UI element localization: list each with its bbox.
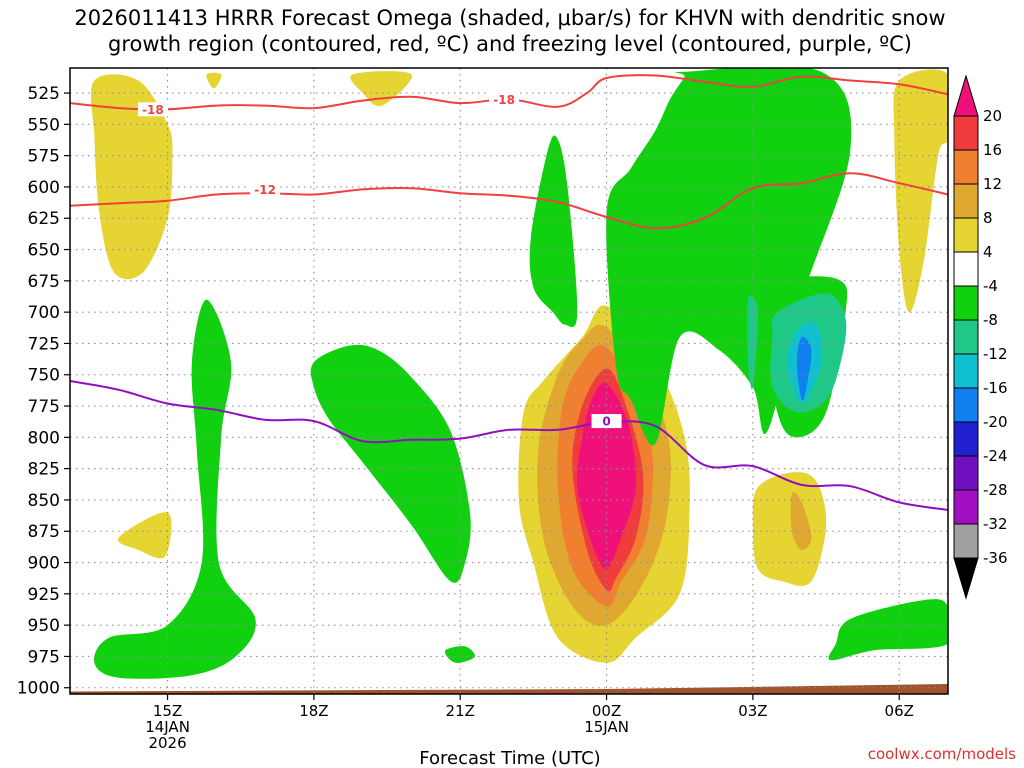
colorbar-bin-1	[953, 115, 979, 151]
x-axis-label: Forecast Time (UTC)	[419, 748, 600, 768]
ytick-label-725: 725	[28, 334, 60, 354]
xtick-label-00Z-0: 00Z	[592, 702, 621, 720]
colorbar-bin-6	[953, 285, 979, 321]
contour-0	[70, 74, 948, 111]
ytick-label-900: 900	[28, 554, 60, 574]
ytick-label-600: 600	[28, 178, 60, 198]
xtick-label-06Z-0: 06Z	[885, 702, 914, 720]
credit-link[interactable]: coolwx.com/models	[868, 745, 1016, 763]
colorbar-label-3: 8	[983, 209, 993, 227]
xtick-label-15Z-1: 14JAN	[145, 718, 190, 736]
colorbar-label-6: -8	[983, 311, 998, 329]
ytick-label-975: 975	[28, 647, 60, 667]
xtick-label-03Z-0: 03Z	[738, 702, 767, 720]
downward-motion-mid-column	[529, 135, 578, 328]
ground-surface	[70, 684, 948, 694]
ytick-label-525: 525	[28, 84, 60, 104]
colorbar-label-10: -24	[983, 447, 1008, 465]
ytick-label-875: 875	[28, 522, 60, 542]
upward-motion-main-20	[576, 382, 637, 569]
ytick-label-675: 675	[28, 272, 60, 292]
contour-1	[70, 172, 948, 230]
ytick-label-775: 775	[28, 397, 60, 417]
contour-label-bg-2-0	[591, 414, 622, 429]
ytick-label-1000: 1000	[17, 679, 60, 699]
colorbar-label-7: -12	[983, 345, 1008, 363]
colorbar-bin-2	[953, 149, 979, 185]
colorbar-label-5: -4	[983, 277, 998, 295]
contour-label-1-0: -12	[254, 183, 276, 197]
upward-motion-top-right	[893, 69, 948, 313]
upward-motion-right-small	[752, 472, 827, 586]
plot-frame	[69, 67, 949, 695]
ytick-label-925: 925	[28, 585, 60, 605]
upward-motion-left-small	[117, 512, 172, 559]
colorbar-bin-9	[953, 387, 979, 423]
colorbar-label-2: 12	[983, 175, 1002, 193]
ytick-label-825: 825	[28, 460, 60, 480]
chart-title-line-2: growth region (contoured, red, ºC) and f…	[108, 32, 912, 56]
upward-motion-top-left	[90, 74, 173, 280]
downward-motion-strongest-pocket	[796, 336, 812, 401]
ytick-label-950: 950	[28, 616, 60, 636]
colorbar-bin-11	[953, 455, 979, 491]
ytick-label-575: 575	[28, 147, 60, 167]
colorbar-label-13: -36	[983, 549, 1008, 567]
plot-area	[70, 68, 948, 694]
ytick-label-700: 700	[28, 303, 60, 323]
downward-motion-bottom-small	[444, 646, 475, 663]
downward-motion-center-band	[310, 344, 471, 583]
ytick-label-850: 850	[28, 491, 60, 511]
colorbar-bin-5	[953, 251, 979, 287]
colorbar-bin-12	[953, 489, 979, 525]
xtick-label-15Z-2: 2026	[148, 734, 186, 752]
colorbar-bin-3	[953, 183, 979, 219]
ytick-label-650: 650	[28, 241, 60, 261]
chart-title-line-1: 2026011413 HRRR Forecast Omega (shaded, …	[74, 6, 945, 30]
contour-label-0-0: -18	[142, 103, 164, 117]
colorbar-label-11: -28	[983, 481, 1008, 499]
ytick-label-750: 750	[28, 366, 60, 386]
contour-lines: -18 -18 -12 0	[70, 74, 948, 511]
xtick-label-15Z-0: 15Z	[153, 702, 182, 720]
contour-label-0-1: -18	[493, 93, 515, 107]
colorbar: 20 16 12 8 4 -4 -8 -12 -16 -20 -24 -28 -32 -36	[953, 74, 1008, 600]
axes: 525 550 575 600 625 650 675 700 725 750 775 800 825 8…	[17, 67, 949, 752]
contour-label-bg-0-0	[137, 102, 168, 117]
colorbar-bin-4	[953, 217, 979, 253]
contour-2	[70, 380, 948, 511]
downward-motion-right-large	[606, 68, 852, 446]
ytick-label-625: 625	[28, 209, 60, 229]
xtick-label-00Z-1: 15JAN	[584, 718, 629, 736]
colorbar-label-9: -20	[983, 413, 1008, 431]
contour-label-2-0: 0	[602, 415, 610, 429]
colorbar-bin-13	[953, 523, 979, 559]
colorbar-label-1: 16	[983, 141, 1002, 159]
colorbar-bin-bottom	[953, 557, 979, 600]
xtick-label-21Z-0: 21Z	[446, 702, 475, 720]
colorbar-bin-10	[953, 421, 979, 457]
downward-motion-strong-sliver	[747, 295, 758, 390]
colorbar-label-0: 20	[983, 107, 1002, 125]
contour-label-bg-0-1	[489, 92, 520, 107]
downward-motion-left-column	[94, 299, 256, 679]
downward-motion-bottom-right	[828, 599, 948, 661]
colorbar-label-4: 4	[983, 243, 993, 261]
colorbar-bin-8	[953, 353, 979, 389]
upward-motion-top-small-a	[206, 72, 222, 89]
colorbar-label-12: -32	[983, 515, 1008, 533]
contour-label-bg-1-0	[250, 182, 281, 197]
ytick-label-550: 550	[28, 115, 60, 135]
colorbar-bin-7	[953, 319, 979, 355]
ytick-label-800: 800	[28, 428, 60, 448]
xtick-label-18Z-0: 18Z	[299, 702, 328, 720]
colorbar-label-8: -16	[983, 379, 1008, 397]
upward-motion-right-core	[790, 492, 812, 551]
upward-motion-top-small-b	[350, 71, 413, 107]
